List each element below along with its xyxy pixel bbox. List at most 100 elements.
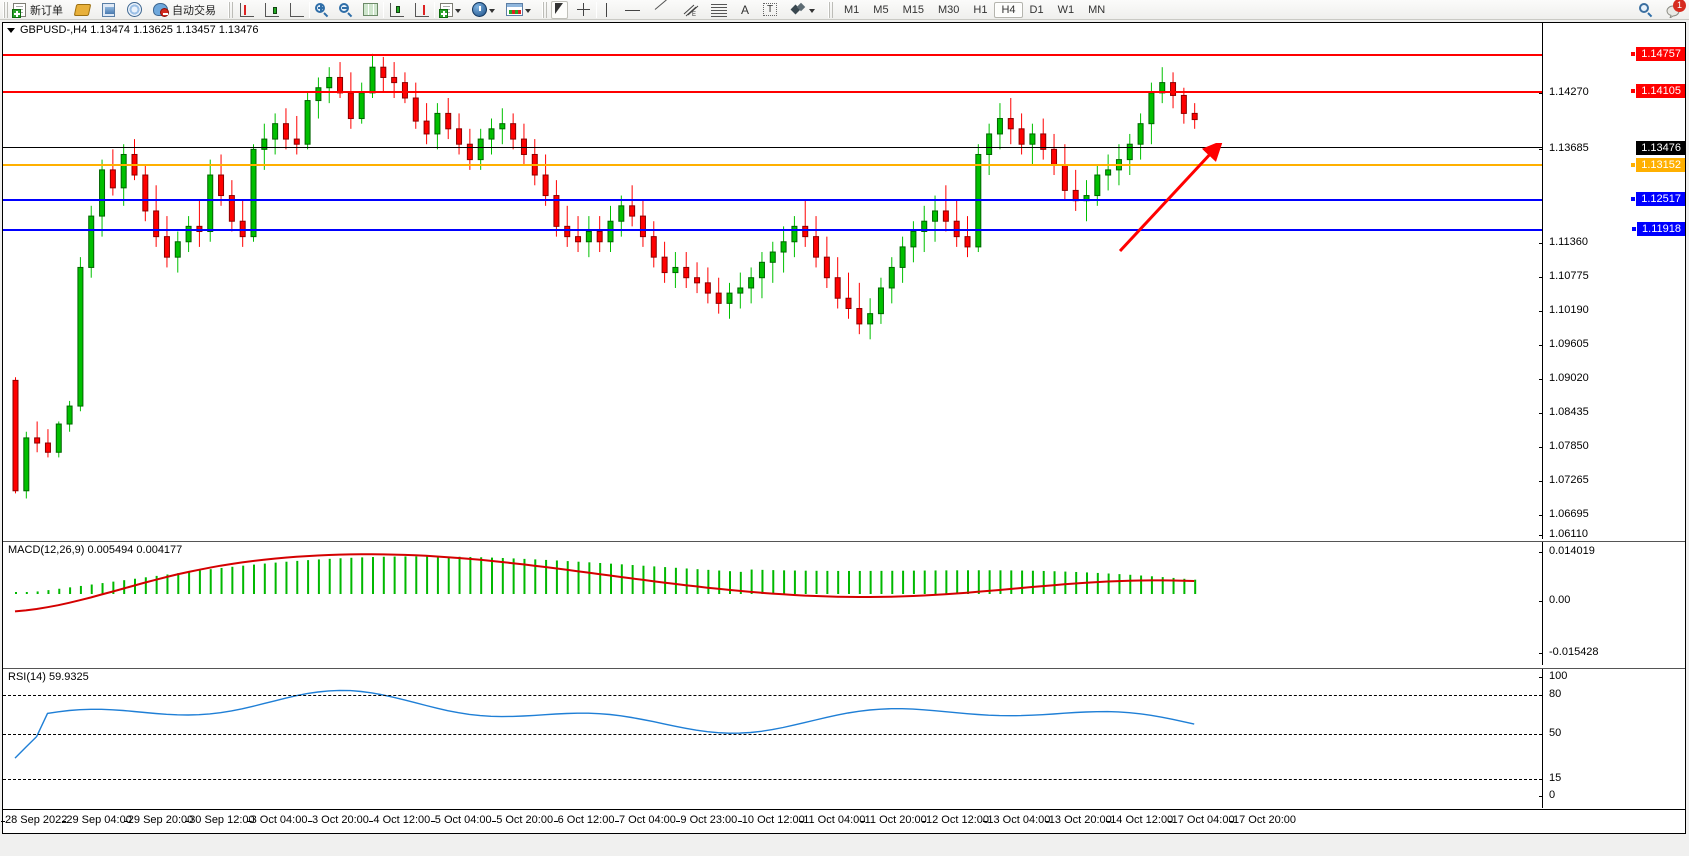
chart-shift-icon — [414, 2, 429, 17]
blue-document-icon — [102, 2, 115, 17]
chart-symbol-header: GBPUSD-,H4 1.13474 1.13625 1.13457 1.134… — [3, 23, 259, 37]
notification-badge: 1 — [1673, 0, 1686, 12]
toolbar-grip-3[interactable] — [542, 1, 549, 18]
level-line-resistance-1[interactable] — [3, 54, 1542, 56]
text-label-button[interactable]: T — [761, 1, 779, 19]
crosshair-button[interactable] — [574, 1, 593, 19]
auto-scroll-button[interactable] — [387, 1, 406, 19]
expert-advisor-button[interactable] — [73, 1, 92, 19]
line-chart-icon — [289, 2, 304, 17]
price-tag-resistance-1[interactable]: 1.14757 — [1630, 47, 1685, 61]
data-window-button[interactable] — [100, 1, 117, 19]
timeframe-w1[interactable]: W1 — [1057, 3, 1075, 16]
search-button[interactable] — [1637, 1, 1655, 19]
timeframe-m5[interactable]: M5 — [873, 3, 889, 16]
price-tag-resistance-2[interactable]: 1.14105 — [1630, 84, 1685, 98]
equidistant-channel-button[interactable]: E — [681, 1, 701, 19]
macd-pane[interactable]: MACD(12,26,9) 0.005494 0.004177 0.014019… — [3, 541, 1685, 665]
signals-button[interactable] — [125, 1, 144, 19]
rsi-pane[interactable]: RSI(14) 59.9325 100 80 50 15 0 — [3, 668, 1685, 808]
templates-button[interactable] — [504, 1, 536, 19]
rsi-plot[interactable] — [3, 669, 1542, 808]
price-tick: 1.08435 — [1539, 406, 1589, 418]
rsi-level-50 — [3, 734, 1542, 735]
cursor-button[interactable] — [551, 0, 568, 19]
chevron-down-icon[interactable] — [455, 8, 461, 13]
candlestick-chart-icon — [264, 2, 279, 17]
rsi-scale[interactable]: 100 80 50 15 0 — [1538, 669, 1685, 808]
timeframe-m30[interactable]: M30 — [937, 3, 960, 16]
periods-button[interactable] — [470, 1, 500, 19]
toolbar-grip-4[interactable] — [828, 1, 836, 18]
toolbar-grip[interactable] — [3, 1, 10, 18]
timeframe-d1[interactable]: D1 — [1029, 3, 1044, 16]
time-tick: 13 Oct 04:00 — [983, 814, 1051, 826]
level-line-resistance-2[interactable] — [3, 91, 1542, 93]
rsi-tick: 0 — [1538, 789, 1555, 801]
auto-trading-button[interactable]: 自动交易 — [152, 1, 220, 19]
price-tick: 1.13685 — [1539, 142, 1589, 154]
zoom-in-button[interactable] — [313, 1, 331, 19]
chevron-down-icon-2[interactable] — [489, 8, 495, 13]
chevron-down-icon-chart[interactable] — [7, 27, 15, 33]
chart-window[interactable]: GBPUSD-,H4 1.13474 1.13625 1.13457 1.134… — [0, 22, 1686, 834]
toolbar-grip-2[interactable] — [228, 1, 235, 18]
vertical-line-button[interactable] — [600, 1, 613, 19]
price-tag-support-2[interactable]: 1.11918 — [1631, 222, 1685, 236]
trendline-icon — [654, 3, 669, 17]
clock-icon — [472, 2, 487, 17]
timeframe-h4[interactable]: H4 — [994, 1, 1023, 18]
magnifier-minus-icon — [339, 2, 353, 17]
timeframe-m1[interactable]: M1 — [844, 3, 860, 16]
line-chart-button[interactable] — [287, 1, 306, 19]
timeframe-mn[interactable]: MN — [1088, 3, 1106, 16]
shapes-button[interactable] — [789, 1, 820, 19]
price-tick: 1.07850 — [1539, 440, 1589, 452]
price-tag-support-1[interactable]: 1.12517 — [1630, 192, 1685, 206]
zoom-out-button[interactable] — [337, 1, 355, 19]
bar-chart-icon — [239, 2, 254, 17]
auto-scroll-icon — [389, 2, 404, 17]
price-plot[interactable] — [3, 23, 1542, 539]
price-scale[interactable]: 1.14270 1.13685 1.11360 1.10775 1.10190 … — [1539, 23, 1685, 539]
price-tick: 1.10190 — [1539, 304, 1589, 316]
price-tag-pivot[interactable]: 1.13152 — [1630, 158, 1685, 172]
fibonacci-icon — [711, 2, 727, 17]
macd-tick: 0.00 — [1538, 594, 1570, 606]
new-order-icon — [12, 2, 26, 18]
level-line-support-1[interactable] — [3, 199, 1542, 201]
timeframe-m15[interactable]: M15 — [902, 3, 924, 16]
price-tick: 1.07265 — [1539, 474, 1589, 486]
price-tick: 1.11360 — [1539, 236, 1588, 248]
indicators-button[interactable] — [438, 1, 466, 19]
macd-scale[interactable]: 0.014019 0.00 -0.015428 — [1538, 542, 1685, 665]
time-axis: 28 Sep 2022 29 Sep 04:00 29 Sep 20:00 30 Se… — [0, 809, 1685, 833]
horizontal-line-button[interactable] — [623, 1, 642, 19]
level-line-support-2[interactable] — [3, 229, 1542, 231]
new-order-button[interactable]: 新订单 — [12, 1, 67, 19]
macd-plot[interactable] — [3, 542, 1542, 665]
time-tick: 17 Oct 04:00 — [1167, 814, 1235, 826]
level-line-current-price — [3, 147, 1542, 148]
level-line-pivot[interactable] — [3, 164, 1542, 166]
text-button[interactable]: A — [741, 2, 750, 17]
candlestick-chart-button[interactable] — [262, 1, 281, 19]
data-grid-button[interactable] — [361, 1, 380, 19]
chart-shift-button[interactable] — [412, 1, 431, 19]
fibonacci-button[interactable] — [709, 1, 729, 19]
bar-chart-button[interactable] — [237, 1, 256, 19]
magnifier-plus-icon — [315, 2, 329, 17]
timeframe-h1[interactable]: H1 — [973, 3, 988, 16]
trendline-button[interactable] — [652, 1, 671, 19]
time-tick: 3 Oct 20:00 — [308, 814, 369, 826]
time-tick: 14 Oct 12:00 — [1106, 814, 1174, 826]
gold-bar-icon — [73, 3, 92, 16]
chevron-down-icon-4[interactable] — [809, 8, 816, 13]
price-pane[interactable]: 1.14270 1.13685 1.11360 1.10775 1.10190 … — [3, 23, 1685, 539]
chevron-down-icon-3[interactable] — [525, 8, 531, 13]
rsi-tick: 50 — [1538, 727, 1561, 739]
trend-arrow[interactable] — [1108, 143, 1228, 258]
notifications-button[interactable]: 1 — [1663, 0, 1686, 19]
svg-text:E: E — [692, 12, 696, 17]
